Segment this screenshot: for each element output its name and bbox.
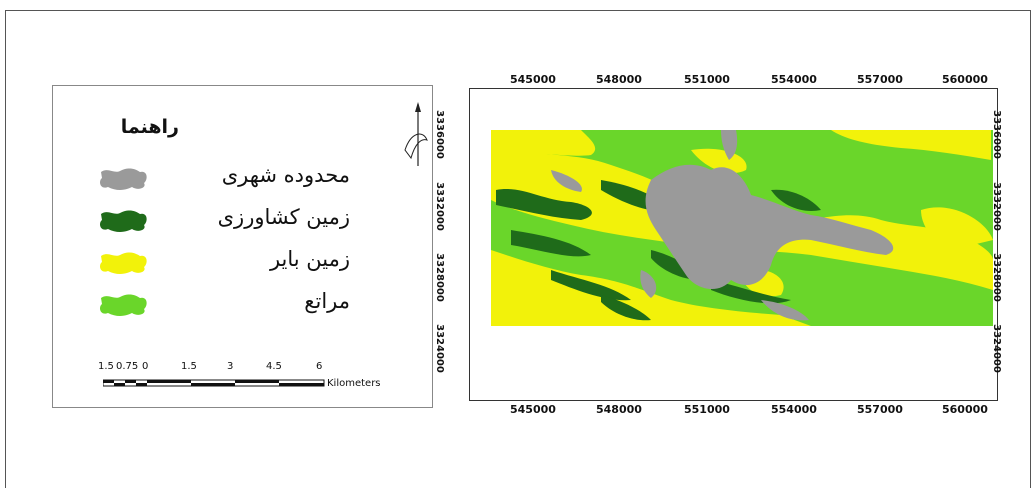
scale-unit-label: Kilometers xyxy=(327,378,381,389)
x-tick-bottom: 545000 xyxy=(510,403,556,416)
legend-label: زمین بایر xyxy=(269,247,350,271)
legend-item-agriculture: زمین کشاورزی xyxy=(53,203,434,239)
legend-item-urban: محدوده شهری xyxy=(53,161,434,197)
scale-tick-label: 1.5 xyxy=(181,361,197,372)
x-tick-bottom: 554000 xyxy=(771,403,817,416)
land-use-map xyxy=(491,130,993,326)
scale-bar: 1.5 0.75 0 1.5 3 4.5 6 Kilometers xyxy=(98,361,408,397)
scale-bar-graphic xyxy=(103,379,325,387)
legend-item-barren: زمین بایر xyxy=(53,245,434,281)
barren-swatch xyxy=(100,252,147,274)
agriculture-swatch xyxy=(100,210,147,232)
y-tick-right: 3324000 xyxy=(990,324,1002,373)
x-tick-top: 560000 xyxy=(942,73,988,86)
x-tick-top: 554000 xyxy=(771,73,817,86)
legend-title: راهنما xyxy=(120,116,179,138)
y-tick-right: 3328000 xyxy=(990,253,1002,302)
x-tick-bottom: 560000 xyxy=(942,403,988,416)
y-tick-right: 3336000 xyxy=(990,110,1002,159)
scale-tick-label: 0.75 xyxy=(116,361,139,372)
x-tick-top: 551000 xyxy=(684,73,730,86)
legend-item-rangeland: مراتع xyxy=(53,287,434,323)
x-tick-bottom: 551000 xyxy=(684,403,730,416)
y-tick-left: 3332000 xyxy=(433,182,445,231)
legend-label: مراتع xyxy=(304,289,350,313)
y-tick-left: 3336000 xyxy=(433,110,445,159)
scale-tick-label: 0 xyxy=(142,361,149,372)
legend-label: محدوده شهری xyxy=(221,163,350,187)
rangeland-swatch xyxy=(100,294,147,316)
y-tick-left: 3328000 xyxy=(433,253,445,302)
scale-tick-label: 1.5 xyxy=(98,361,114,372)
legend-box: راهنما محدوده شهری زمین کشاورزی زمین بای… xyxy=(52,85,433,408)
x-tick-bottom: 548000 xyxy=(596,403,642,416)
page-frame xyxy=(5,10,1031,488)
scale-tick-label: 3 xyxy=(227,361,234,372)
x-tick-top: 548000 xyxy=(596,73,642,86)
x-tick-top: 557000 xyxy=(857,73,903,86)
x-tick-top: 545000 xyxy=(510,73,556,86)
urban-swatch xyxy=(100,168,147,190)
map-frame: 545000 548000 551000 554000 557000 56000… xyxy=(434,73,1002,416)
x-tick-bottom: 557000 xyxy=(857,403,903,416)
scale-tick-label: 6 xyxy=(316,361,323,372)
legend-label: زمین کشاورزی xyxy=(217,205,350,229)
y-tick-left: 3324000 xyxy=(433,324,445,373)
north-arrow-icon xyxy=(404,102,428,166)
y-tick-right: 3332000 xyxy=(990,182,1002,231)
scale-tick-label: 4.5 xyxy=(266,361,282,372)
